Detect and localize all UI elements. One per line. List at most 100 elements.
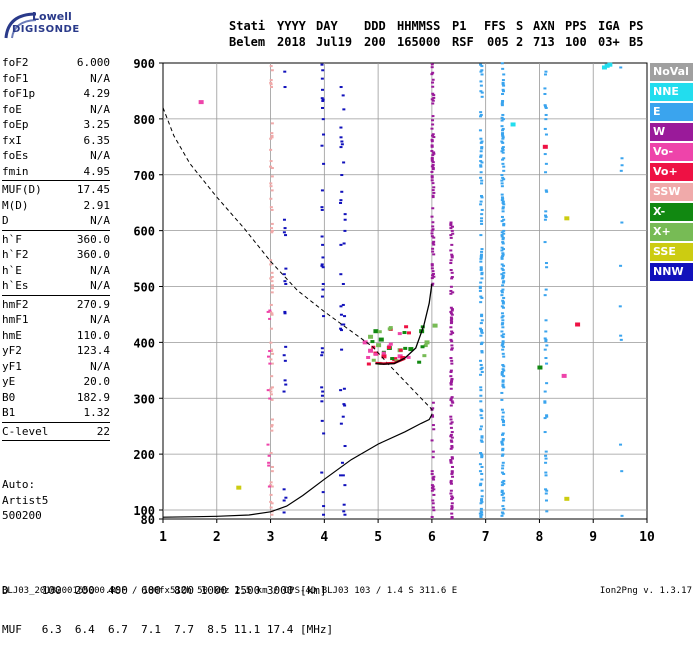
hdr-value-ddd: 200: [364, 35, 386, 49]
echo-W: [450, 229, 454, 232]
echo-W: [431, 71, 435, 74]
echo-E: [620, 514, 624, 517]
logo-arc-icon: [4, 12, 37, 39]
auto-label: Auto:: [2, 478, 36, 491]
echo-E: [480, 95, 484, 98]
y-tick-label: 300: [133, 392, 155, 406]
echo-E: [500, 316, 504, 319]
echo-E: [502, 157, 506, 160]
echo-SSW: [271, 352, 275, 355]
echo-E: [545, 362, 549, 365]
echo-E: [500, 330, 504, 333]
param-label: h`F2: [2, 248, 29, 261]
echo-NNW: [340, 143, 344, 146]
echo-E: [501, 81, 505, 84]
echo-W: [430, 158, 434, 161]
echo-SSW: [270, 222, 274, 225]
echo-E: [479, 155, 483, 158]
echo-E: [480, 472, 484, 475]
x-tick-label: 1: [159, 530, 167, 545]
echo-SSW: [270, 424, 274, 427]
echo-W: [449, 221, 453, 224]
echo-E: [501, 421, 505, 424]
echo-W: [449, 306, 453, 309]
echo-E: [479, 203, 483, 206]
echo-E: [501, 345, 505, 348]
echo-NNW: [339, 126, 343, 129]
echo-E: [501, 93, 505, 96]
echo-E: [543, 87, 547, 90]
echo-E: [500, 373, 504, 376]
echo-E: [543, 294, 547, 297]
echo-E: [501, 274, 505, 277]
echo-W: [451, 291, 455, 294]
hdr-value-stati: Belem: [229, 35, 266, 49]
echo-W: [431, 282, 435, 285]
echo-W: [431, 163, 435, 166]
echo-NNE: [510, 122, 516, 127]
echo-W: [450, 347, 454, 350]
auto-program: Artist5: [2, 493, 49, 507]
echo-W: [450, 348, 454, 351]
echo-E: [544, 113, 548, 116]
echo-W: [450, 243, 454, 246]
echo-E: [501, 147, 505, 150]
param-row: yF2 123.4: [2, 343, 110, 359]
echo-Vo-: [362, 340, 368, 345]
echo-E: [501, 148, 505, 151]
echo-NNW: [321, 288, 325, 291]
y-tick-label: 400: [133, 336, 155, 350]
echo-E: [479, 260, 483, 263]
echo-cusp: [370, 340, 375, 344]
echo-SSW: [270, 132, 274, 135]
echo-NNW: [339, 313, 343, 316]
param-value: 3.25: [83, 118, 111, 131]
echo-SSW: [269, 79, 273, 82]
echo-W: [430, 414, 434, 417]
echo-E: [502, 248, 506, 251]
echo-E: [502, 333, 506, 336]
echo-W: [432, 236, 436, 239]
echo-E: [479, 452, 483, 455]
echo-SSW: [269, 263, 273, 266]
echo-E: [502, 479, 506, 482]
echo-E: [480, 69, 484, 72]
param-value: 2.91: [83, 198, 111, 212]
echo-E: [500, 267, 504, 270]
echo-Vo+: [400, 356, 406, 361]
echo-E: [501, 158, 505, 161]
echo-NNW: [339, 305, 343, 308]
echo-E: [501, 90, 505, 93]
echo-NNW: [321, 282, 325, 285]
echo-W: [432, 136, 436, 139]
echo-cusp: [398, 348, 403, 352]
echo-E: [480, 208, 484, 211]
echo-E: [501, 343, 505, 346]
echo-W: [430, 277, 434, 280]
echo-NNW: [320, 264, 324, 267]
echo-E: [501, 79, 505, 82]
echo-W: [450, 431, 454, 434]
echo-W: [450, 320, 454, 323]
echo-NNW: [343, 213, 347, 216]
echo-W: [450, 380, 454, 383]
echo-W: [430, 138, 434, 141]
echo-E: [500, 398, 504, 401]
echo-X-: [408, 347, 414, 352]
echo-E: [500, 493, 504, 496]
echo-Vo-: [267, 461, 271, 464]
echo-E: [479, 428, 483, 431]
echo-E: [501, 315, 505, 318]
echo-NNW: [339, 474, 343, 477]
echo-NNW: [320, 63, 324, 66]
echo-E: [501, 238, 505, 241]
hdr-value-axn: 713: [533, 35, 555, 49]
software-version: Ion2Png v. 1.3.17: [599, 586, 692, 596]
echo-W: [449, 262, 453, 265]
echo-W: [449, 312, 453, 315]
echo-Vo-: [268, 309, 272, 312]
echo-E: [502, 496, 506, 499]
param-row: M(D) 2.91: [2, 198, 110, 214]
echo-SSW: [270, 231, 274, 234]
param-label: h`F: [2, 232, 22, 246]
